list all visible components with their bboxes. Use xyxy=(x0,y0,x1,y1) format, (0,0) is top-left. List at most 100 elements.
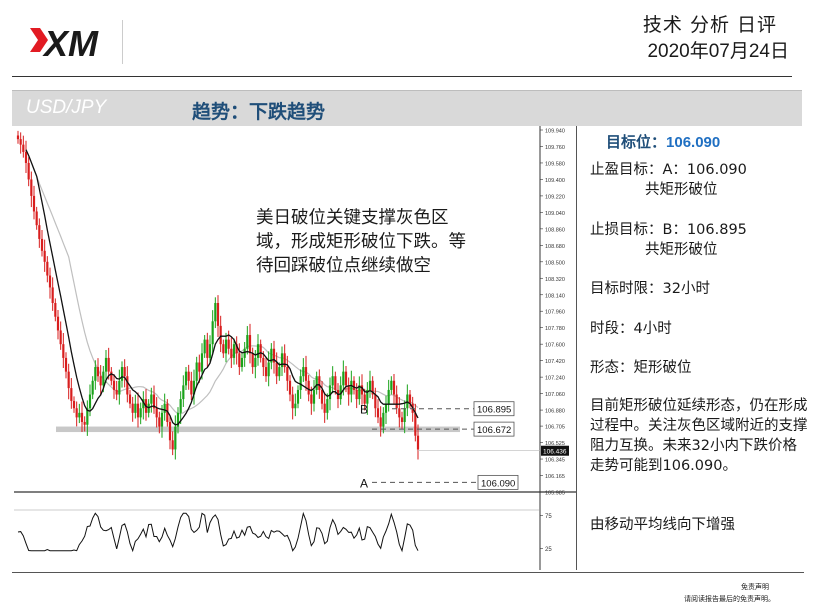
level-box xyxy=(477,474,519,490)
target-horizon: 目标时限：32小时 xyxy=(590,281,710,297)
candle-body xyxy=(278,367,281,377)
candle-body xyxy=(38,225,41,239)
y-tick-label: 109.040 xyxy=(545,211,565,217)
candle-body xyxy=(256,344,260,358)
currency-pair: USD/JPY xyxy=(26,97,107,118)
stop-loss-note: 共矩形破位 xyxy=(645,242,718,258)
candle-body xyxy=(190,380,193,395)
timeframe: 时段：4小时 xyxy=(590,321,672,337)
level-box xyxy=(473,401,515,417)
candle-body xyxy=(248,335,252,354)
candle-body xyxy=(179,399,182,413)
logo-separator xyxy=(122,20,123,64)
disclaimer-title: 免责声明 xyxy=(741,583,769,591)
chart-annotation: 美日破位关键支撑灰色区域，形成矩形破位下跌。等待回踩破位点继续做空 xyxy=(256,208,466,276)
candle-body xyxy=(376,408,380,418)
osc-tick-label: 75 xyxy=(545,514,552,520)
y-tick-label: 106.165 xyxy=(545,474,565,480)
xm-logo: XM xyxy=(30,23,99,64)
y-tick-label: 107.780 xyxy=(545,326,565,332)
disclaimer-text: 请阅读报告最后的免责声明。 xyxy=(684,595,775,603)
osc-tick-label: 25 xyxy=(545,547,552,553)
candlesticks xyxy=(16,130,420,460)
candle-body xyxy=(371,380,374,395)
level-letter: B xyxy=(360,403,368,417)
candle-body xyxy=(368,380,372,390)
svg-text:XM: XM xyxy=(42,23,99,64)
candle-body xyxy=(126,376,129,395)
candle-body xyxy=(214,302,217,322)
panel-divider xyxy=(576,126,577,570)
candle-body xyxy=(379,417,382,427)
y-tick-label: 106.880 xyxy=(545,409,565,415)
candle-body xyxy=(227,339,230,349)
y-tick-label: 108.680 xyxy=(545,244,565,250)
candle-body xyxy=(414,412,417,436)
candle-body xyxy=(347,385,350,395)
level-letter: A xyxy=(360,476,368,490)
candle-body xyxy=(168,421,172,441)
candle-body xyxy=(355,389,358,400)
candle-body xyxy=(96,367,100,377)
candle-body xyxy=(238,353,241,368)
level-value: 106.672 xyxy=(477,425,511,436)
candle-body xyxy=(254,357,257,368)
candle-body xyxy=(312,389,316,404)
candle-body xyxy=(72,400,76,409)
support-zone-rect xyxy=(56,426,460,433)
candle-body xyxy=(166,403,169,422)
candle-body xyxy=(318,376,321,390)
candle-body xyxy=(152,394,156,409)
candle-body xyxy=(328,385,332,400)
candle-body xyxy=(240,357,244,368)
candle-body xyxy=(259,344,262,358)
candle-body xyxy=(56,316,60,331)
candle-body xyxy=(211,321,214,345)
header-divider xyxy=(12,76,792,77)
candle-body xyxy=(342,371,345,386)
y-tick-label: 107.420 xyxy=(545,359,565,365)
candle-body xyxy=(123,367,126,377)
candle-body xyxy=(302,367,305,377)
candle-body xyxy=(91,380,94,395)
candle-body xyxy=(43,250,46,262)
candle-body xyxy=(62,344,65,358)
candle-body xyxy=(70,388,73,401)
oscillator-pane: 75 25 xyxy=(17,511,552,553)
candle-body xyxy=(171,440,174,450)
candle-body xyxy=(198,362,201,372)
candle-body xyxy=(94,367,97,381)
candle-body xyxy=(160,412,164,427)
candle-body xyxy=(262,357,265,368)
candle-body xyxy=(54,302,57,317)
candle-body xyxy=(398,408,401,418)
candle-body xyxy=(304,367,308,381)
candle-body xyxy=(320,389,324,404)
take-profit: 止盈目标：A：106.090 xyxy=(590,162,747,178)
stop-loss: 止损目标：B：106.895 xyxy=(590,222,747,238)
candle-body xyxy=(326,399,329,413)
pattern: 形态：矩形破位 xyxy=(590,360,692,376)
target-label: 目标位： xyxy=(606,133,667,151)
candle-body xyxy=(136,403,140,418)
candle-body xyxy=(387,389,390,404)
candle-body xyxy=(403,408,406,422)
price-levels: 106.895 B 106.672 106.090 A 106.436 xyxy=(360,401,569,490)
candle-body xyxy=(192,380,196,395)
candle-body xyxy=(128,394,132,404)
level-box xyxy=(473,421,515,437)
candle-body xyxy=(80,412,84,422)
candle-body xyxy=(102,371,105,386)
candle-body xyxy=(350,380,353,395)
y-tick-label: 109.940 xyxy=(545,129,565,135)
candle-body xyxy=(366,389,369,404)
candle-body xyxy=(118,380,121,395)
candle-body xyxy=(107,357,110,372)
candle-body xyxy=(374,394,377,409)
candle-body xyxy=(35,211,38,226)
candle-body xyxy=(112,380,116,390)
candle-body xyxy=(264,367,268,377)
target-price: 目标位：106.090 xyxy=(606,131,720,152)
candle-body xyxy=(283,353,286,368)
